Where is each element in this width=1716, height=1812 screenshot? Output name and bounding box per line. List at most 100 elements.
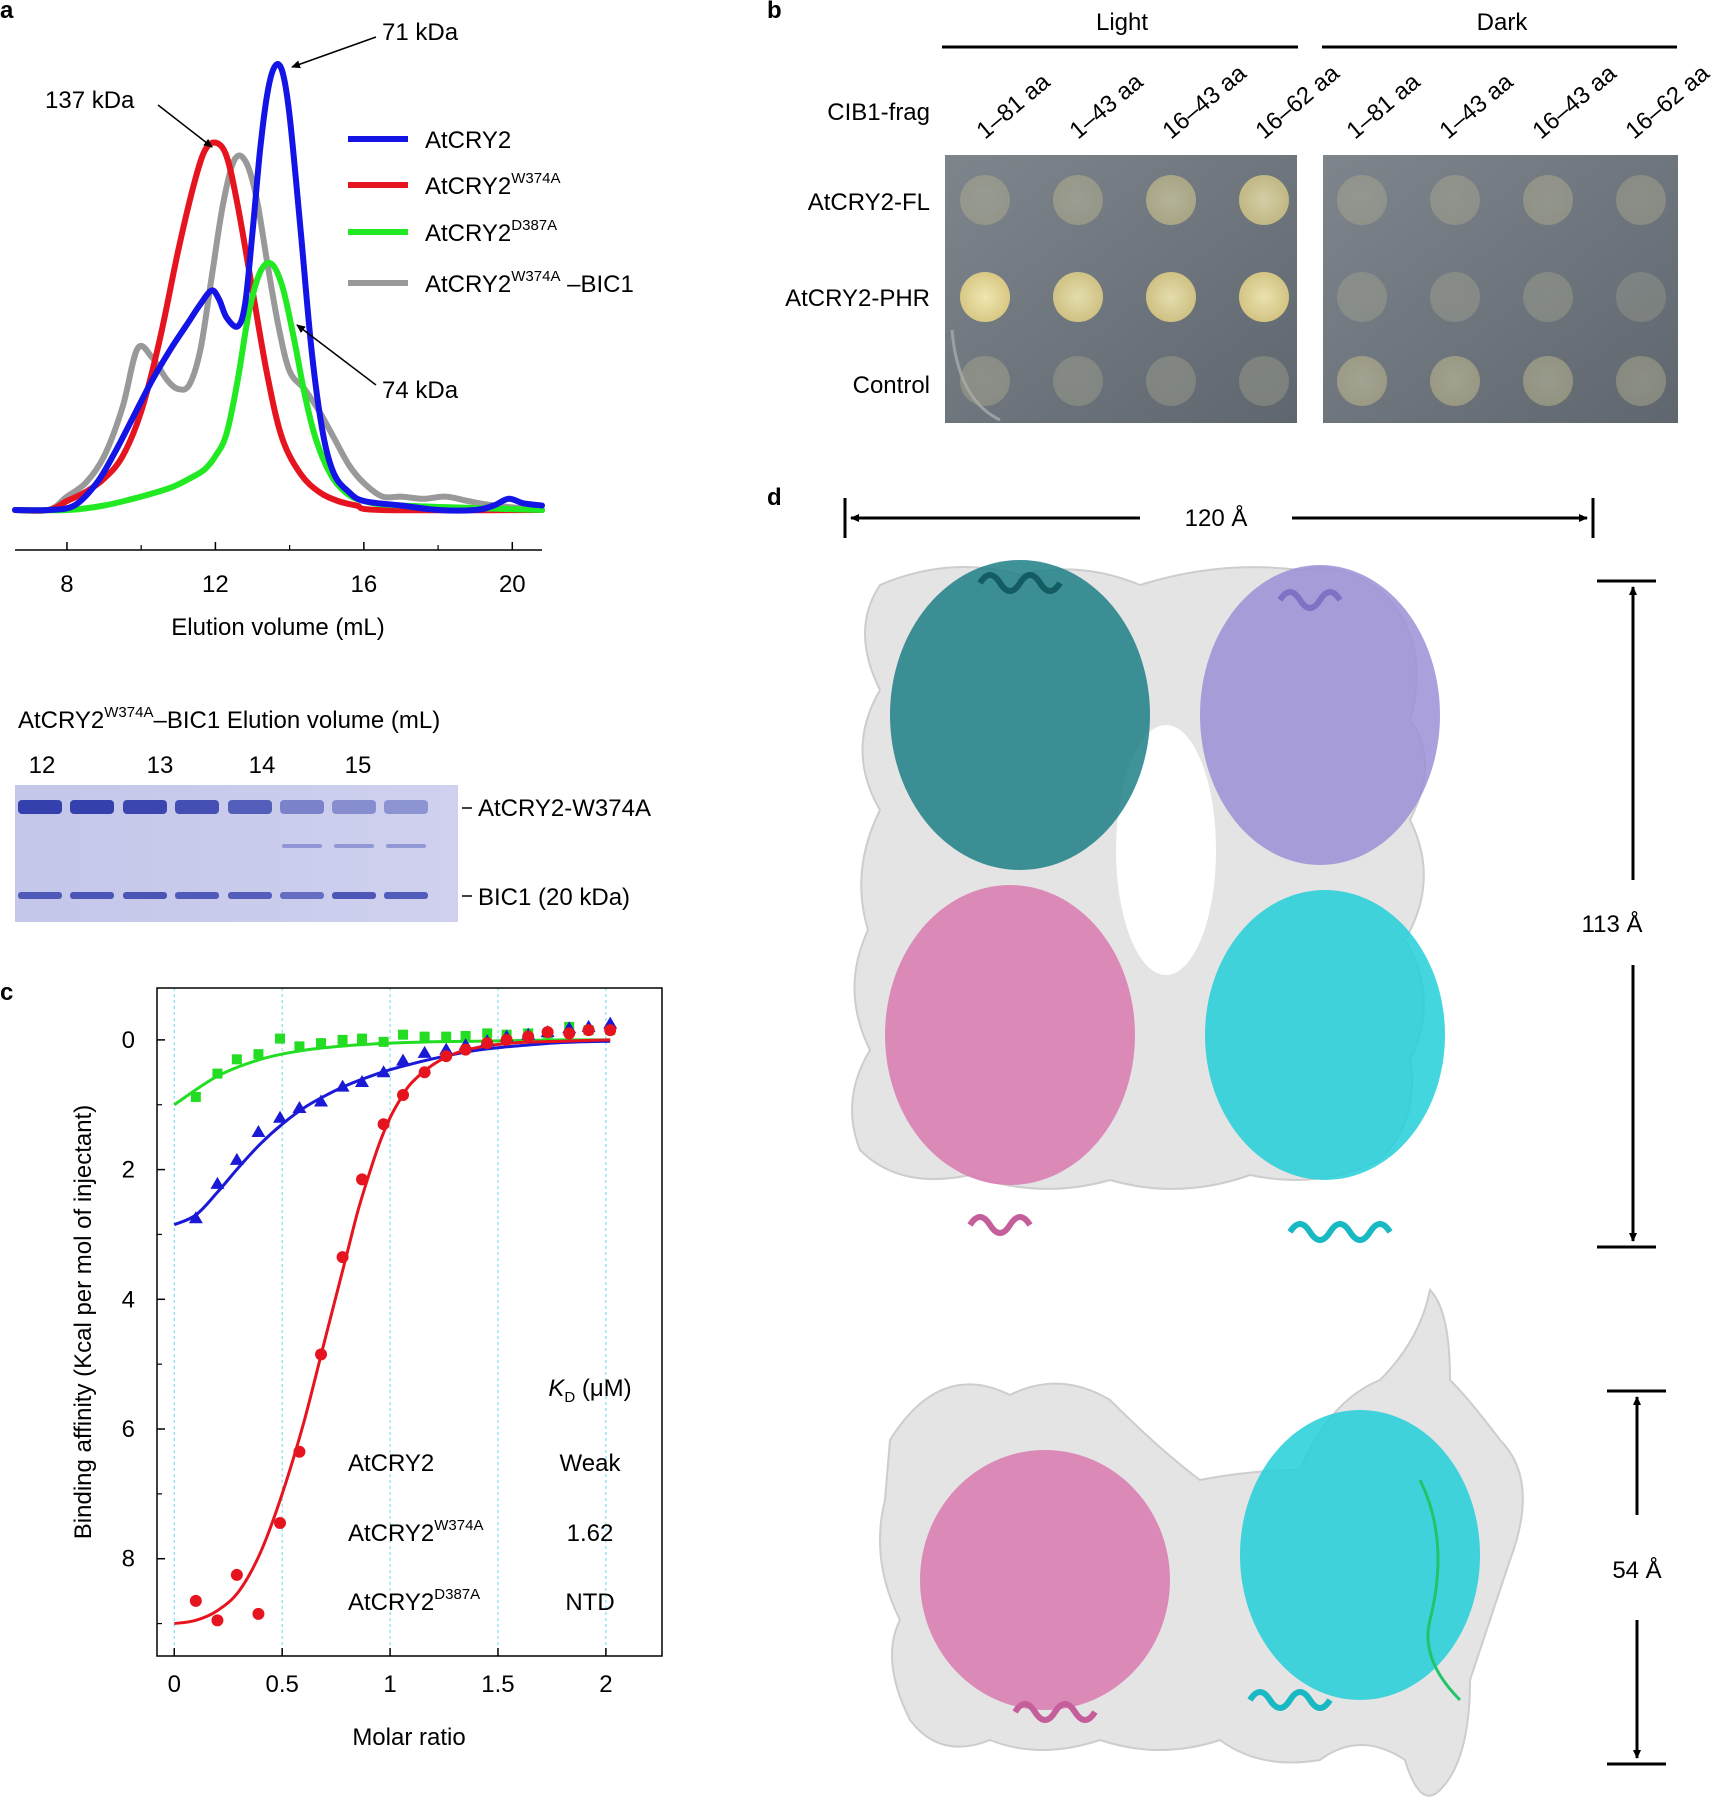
- yeast-colony: [1239, 356, 1289, 406]
- yeast-colony: [1430, 175, 1480, 225]
- gel-band-top: [123, 800, 167, 814]
- legend-label: AtCRY2W374A –BIC1: [425, 268, 634, 298]
- kd-header-rest: (μM): [575, 1375, 631, 1402]
- data-point: [604, 1024, 617, 1037]
- data-point: [210, 1176, 225, 1189]
- legend-label-sup: D387A: [511, 217, 557, 234]
- column-label: 1–43 aa: [1435, 68, 1519, 145]
- gel-band-top: [228, 800, 272, 814]
- annotation-71-kda: 71 kDa: [382, 19, 459, 46]
- gel-band-bottom: [280, 892, 324, 899]
- height-label-113: 113 Å: [1582, 910, 1643, 938]
- gel-band-bottom: [123, 892, 167, 899]
- legend: AtCRY2 AtCRY2W374A AtCRY2D387A AtCRY2W37…: [348, 127, 634, 298]
- data-point: [230, 1568, 243, 1581]
- x-tick-label: 1: [383, 1671, 396, 1698]
- group-label-light: Light: [1096, 9, 1148, 36]
- x-axis-label: Molar ratio: [352, 1724, 465, 1751]
- kd-row-value: 1.62: [567, 1520, 614, 1547]
- data-point: [376, 1065, 391, 1078]
- data-point: [335, 1079, 350, 1092]
- data-point: [251, 1124, 266, 1137]
- data-point: [378, 1036, 389, 1047]
- data-point: [337, 1034, 348, 1045]
- loop: [1418, 1479, 1462, 1702]
- legend-label: AtCRY2: [425, 127, 511, 154]
- legend-label-sup: W374A: [511, 170, 560, 187]
- gel-title-sup: W374A: [104, 704, 153, 721]
- yeast-colony: [1146, 175, 1196, 225]
- data-point: [314, 1094, 329, 1107]
- band-label: BIC1 (20 kDa): [478, 884, 630, 911]
- protomer-cyan: [1240, 1410, 1480, 1700]
- yeast-colony: [1430, 356, 1480, 406]
- y-tick-label: 8: [122, 1546, 135, 1573]
- kd-row-value: Weak: [560, 1450, 622, 1477]
- y-tick-label: 4: [122, 1286, 135, 1313]
- fit-curve: [173, 1038, 611, 1106]
- helix: [1287, 1221, 1393, 1243]
- yeast-colony: [1053, 272, 1103, 322]
- height-dimension-top: 113 Å: [1582, 579, 1656, 1249]
- data-point: [212, 1068, 223, 1079]
- panel-label-c: c: [0, 979, 13, 1006]
- data-point: [211, 1614, 224, 1627]
- gel-band-top: [175, 800, 219, 814]
- data-point: [188, 1211, 203, 1224]
- itc-chart: 0 0.5 1 1.5 2 0 2 4 6 8 Molar ratio Binding affi…: [70, 987, 663, 1751]
- y-tick-label: 2: [122, 1157, 135, 1184]
- column-label: 16–62 aa: [1621, 59, 1716, 144]
- yeast-colony: [1430, 272, 1480, 322]
- legend-label-main: AtCRY2: [425, 127, 511, 154]
- column-label: 1–81 aa: [972, 68, 1056, 145]
- data-point: [229, 1152, 244, 1165]
- column-label: 16–62 aa: [1251, 59, 1346, 144]
- yeast-colony: [1053, 175, 1103, 225]
- panel-label-d: d: [767, 484, 782, 511]
- protomer-pink: [885, 885, 1135, 1185]
- data-point: [563, 1027, 576, 1040]
- x-tick-label: 8: [60, 571, 73, 598]
- helix: [1277, 589, 1343, 611]
- yeast-colony: [1239, 272, 1289, 322]
- central-cavity: [1116, 725, 1216, 975]
- data-point: [274, 1517, 287, 1530]
- x-tick-label: 20: [499, 571, 526, 598]
- gel-lane-label: 14: [249, 752, 276, 779]
- x-tick-label: 2: [599, 1671, 612, 1698]
- yeast-colony: [1523, 356, 1573, 406]
- height-dimension-bottom: 54 Å: [1607, 1389, 1666, 1766]
- gel-band-bottom: [228, 892, 272, 899]
- protomer-pink: [920, 1450, 1170, 1710]
- kd-row-name: AtCRY2: [348, 1450, 434, 1477]
- y-axis-label: Binding affinity (Kcal per mol of inject…: [70, 1105, 97, 1539]
- annotation-arrow: [296, 324, 377, 386]
- legend-label-main: AtCRY2: [425, 173, 511, 200]
- gel-band-faint: [334, 844, 374, 848]
- yeast-colony: [960, 356, 1010, 406]
- y-tick-label: 6: [122, 1416, 135, 1443]
- row-label: AtCRY2-PHR: [785, 285, 930, 312]
- protomer-cyan: [1205, 890, 1445, 1180]
- kd-row-value: NTD: [565, 1589, 614, 1616]
- kd-table: KD (μM) AtCRY2 Weak AtCRY2W374A 1.62 AtC…: [348, 1375, 632, 1616]
- data-point: [190, 1091, 201, 1102]
- kd-row-name-main: AtCRY2: [348, 1520, 434, 1547]
- yeast-colony: [1616, 356, 1666, 406]
- gel-band-top: [18, 800, 62, 814]
- panel-label-b: b: [767, 0, 782, 24]
- data-point: [316, 1038, 327, 1049]
- data-point: [522, 1030, 535, 1043]
- data-point: [440, 1050, 453, 1063]
- x-tick-label: 12: [202, 571, 229, 598]
- width-label: 120 Å: [1185, 504, 1248, 532]
- panel-b: b Light Dark CIB1-frag 1–81 aa 1–43 aa 1…: [767, 0, 1715, 423]
- colonies: [960, 175, 1666, 406]
- data-points: [188, 1016, 618, 1627]
- data-point: [459, 1043, 472, 1056]
- grid: [173, 988, 607, 1656]
- kd-row-name-sup: D387A: [434, 1586, 480, 1603]
- data-point: [541, 1026, 554, 1039]
- data-point: [460, 1030, 471, 1041]
- gel-band-bottom: [384, 892, 428, 899]
